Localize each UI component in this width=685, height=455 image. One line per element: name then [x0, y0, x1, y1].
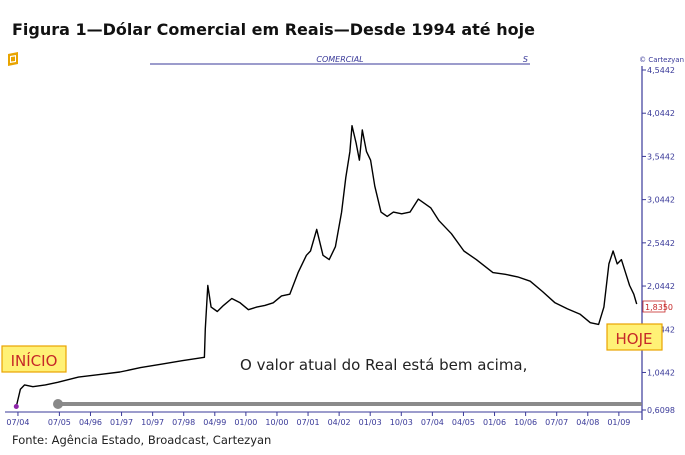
- y-axis-ticks: 4,54424,04423,54423,04422,54422,04421,54…: [642, 66, 675, 415]
- x-tick-label: 04/96: [79, 418, 102, 427]
- x-tick-label: 10/03: [390, 418, 413, 427]
- x-tick-label: 04/08: [576, 418, 599, 427]
- chart-header-label: COMERCIAL: [316, 55, 363, 64]
- x-tick-label: 07/04: [6, 418, 29, 427]
- start-label-box: [1, 345, 67, 373]
- series-line-dolar: [15, 125, 638, 407]
- x-tick-label: 10/00: [265, 418, 288, 427]
- start-point-marker: [13, 404, 19, 410]
- brand-logo-icon: [8, 52, 18, 66]
- dollar-rate-chart: COMERCIAL S © Cartezyan 4,5442 4,0442 3,54…: [1, 55, 684, 427]
- x-tick-label: 04/99: [203, 418, 226, 427]
- chart-note: O valor atual do Real está bem acima,: [240, 356, 527, 374]
- y-tick-label: 4,0442: [647, 109, 675, 118]
- y-tick-label: 3,0442: [647, 196, 675, 205]
- x-tick-label: 07/07: [545, 418, 568, 427]
- x-tick-label: 10/06: [514, 418, 537, 427]
- x-tick-label: 10/97: [141, 418, 164, 427]
- x-tick-label: 04/02: [328, 418, 351, 427]
- end-label: HOJE: [616, 330, 653, 348]
- figure-source: Fonte: Agência Estado, Broadcast, Cartez…: [12, 433, 272, 447]
- x-tick-label: 07/01: [297, 418, 320, 427]
- figure-title: Figura 1—Dólar Comercial em Reais—Desde …: [12, 20, 535, 39]
- x-tick-label: 01/09: [607, 418, 630, 427]
- x-tick-label: 07/05: [48, 418, 71, 427]
- x-tick-label: 01/06: [483, 418, 506, 427]
- y-tick-label: 0,6098: [647, 406, 675, 415]
- x-tick-label: 01/97: [110, 418, 133, 427]
- last-value-box: [642, 300, 666, 313]
- time-slider-handle[interactable]: [53, 399, 63, 409]
- chart-copyright: © Cartezyan: [639, 56, 684, 64]
- x-tick-label: 07/98: [172, 418, 195, 427]
- x-tick-label: 04/05: [452, 418, 475, 427]
- y-tick-label: 4,5442: [647, 66, 675, 75]
- y-tick-label: 1,0442: [647, 368, 675, 377]
- y-tick-label: 2,5442: [647, 239, 675, 248]
- end-label-box: [606, 323, 663, 351]
- last-value-label: 1,8350: [645, 303, 673, 312]
- x-tick-label: 01/00: [234, 418, 257, 427]
- chart-header-unit: S: [523, 55, 528, 64]
- start-label: INÍCIO: [11, 351, 58, 370]
- x-tick-label: 01/03: [359, 418, 382, 427]
- x-axis-ticks: 07/04 07/05 04/96 01/97 10/97 07/98 04/99 01/00…: [6, 412, 630, 427]
- x-tick-label: 07/04: [421, 418, 444, 427]
- y-tick-label: 3,5442: [647, 152, 675, 161]
- y-tick-label: 2,0442: [647, 282, 675, 291]
